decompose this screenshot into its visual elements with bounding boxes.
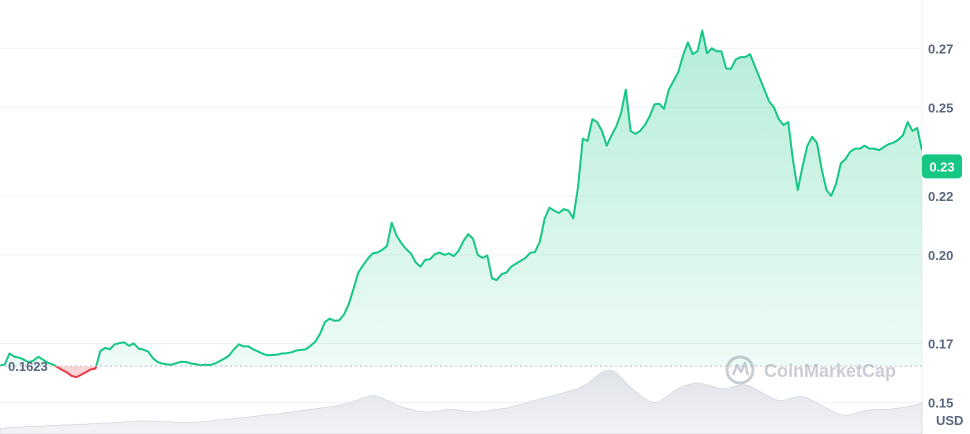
price-line	[0, 29, 922, 379]
price-line-up	[0, 29, 922, 367]
y-tick-label: 0.25	[928, 100, 953, 115]
volume-area	[0, 369, 923, 434]
current-price-badge: 0.23	[922, 154, 962, 179]
area-down-fill	[0, 366, 922, 378]
baseline-label: 0.1623	[8, 359, 48, 374]
y-tick-label: 0.27	[928, 41, 953, 56]
price-area	[0, 30, 922, 378]
y-axis: 0.27 0.25 0.22 0.20 0.17 0.15	[928, 41, 953, 410]
y-tick-label: 0.15	[928, 395, 953, 410]
y-tick-label: 0.17	[928, 336, 953, 351]
currency-unit-label: USD	[936, 413, 963, 428]
area-up	[0, 30, 922, 367]
volume-shape	[0, 369, 923, 434]
area-up-fill	[0, 30, 922, 367]
line-up	[0, 29, 922, 367]
area-down	[0, 366, 922, 378]
y-tick-label: 0.22	[928, 189, 953, 204]
current-price-label: 0.23	[929, 159, 954, 174]
y-tick-label: 0.20	[928, 248, 953, 263]
